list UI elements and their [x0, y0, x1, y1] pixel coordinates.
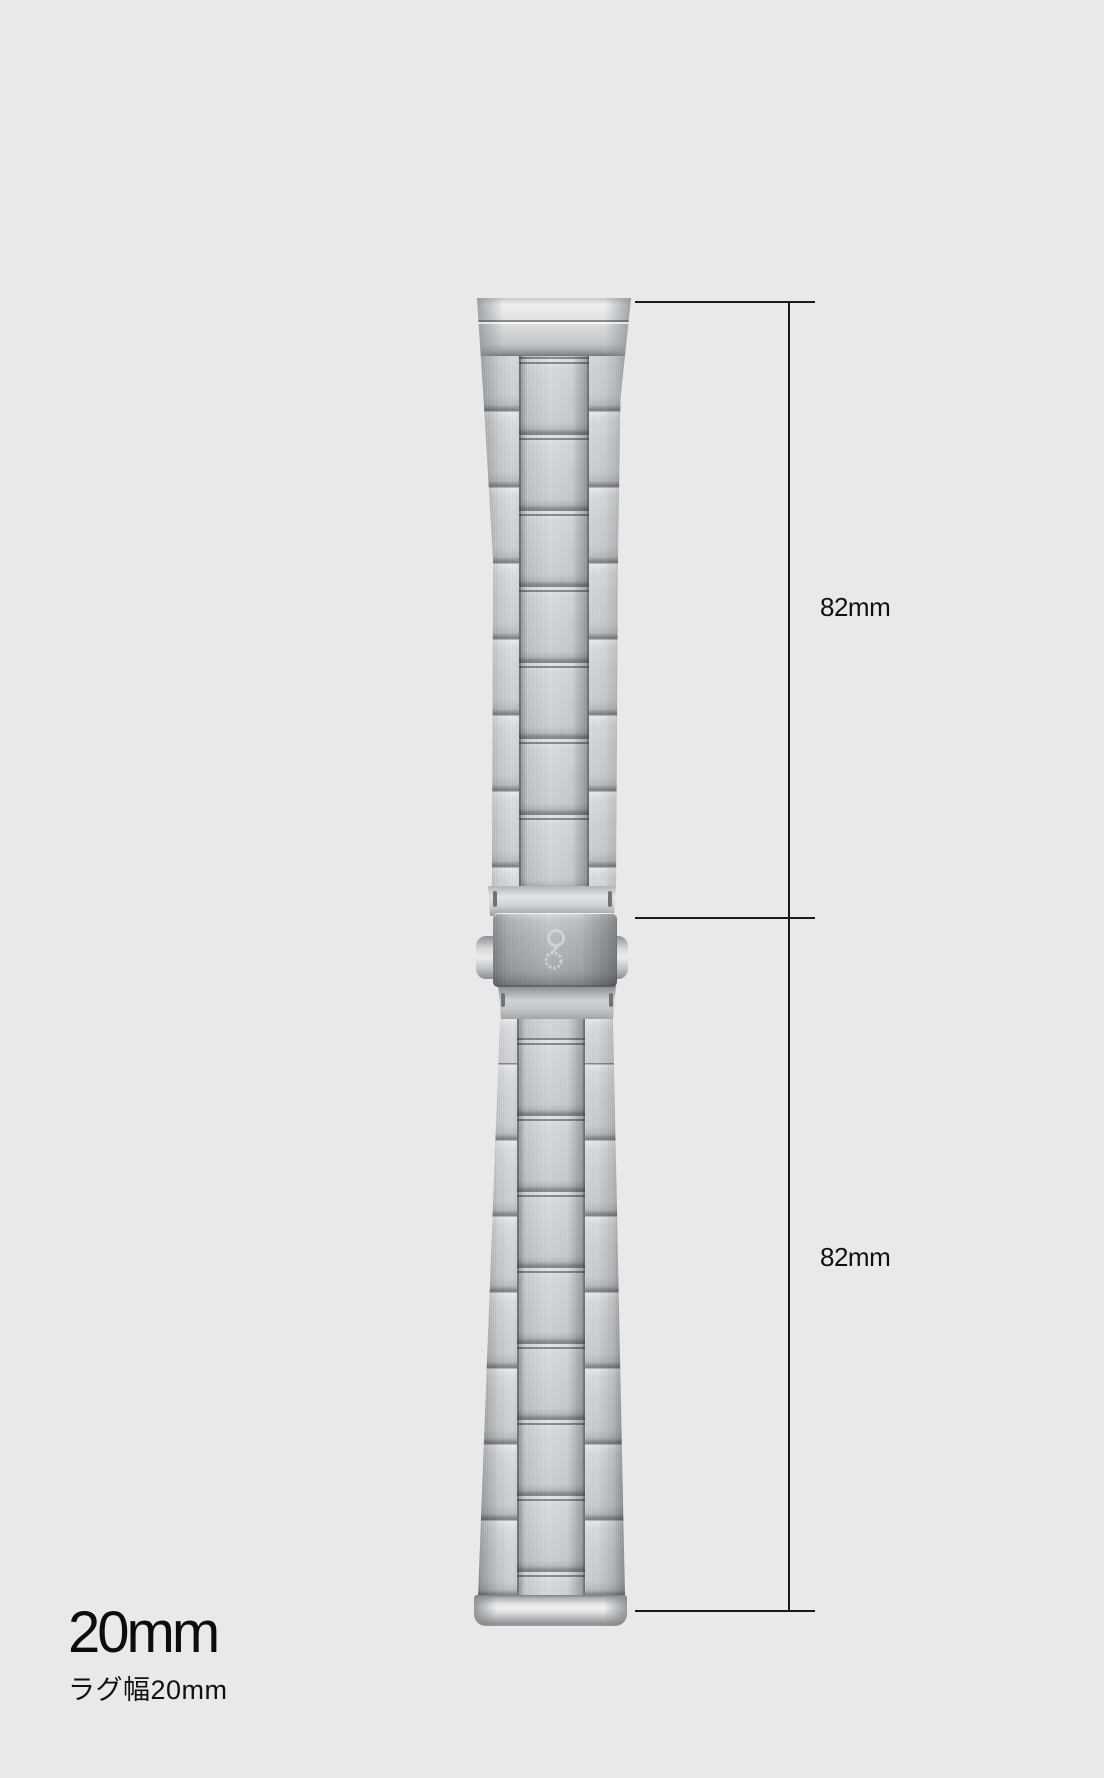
lower-center-links: [517, 1019, 585, 1597]
upper-length-label: 82mm: [820, 592, 891, 622]
upper-center-links: [518, 298, 589, 888]
clasp-slot: [608, 891, 612, 907]
clasp-pusher-left: [476, 936, 495, 979]
lower-right-links: [585, 1019, 625, 1597]
upper-right-links: [588, 298, 631, 888]
bracelet-end-link-bottom: [474, 1595, 627, 1626]
clasp-slot: [609, 993, 613, 1007]
clasp-slot: [501, 993, 505, 1007]
lower-left-links: [478, 1019, 517, 1597]
lug-width-caption-block: 20mm ラグ幅20mm: [68, 1604, 228, 1706]
clasp-cover-bottom: [498, 985, 616, 1019]
lug-width-value: 20mm: [68, 1600, 220, 1665]
lower-length-label: 82mm: [820, 1242, 891, 1272]
clasp-cover-top: [488, 886, 616, 916]
clasp-slot: [493, 891, 497, 907]
dimension-tick-top: [635, 301, 815, 303]
clasp-logo-icon: [544, 929, 566, 970]
bracelet-lower-strap: [478, 1019, 625, 1597]
clasp-plate: [493, 913, 617, 987]
bracelet-upper-strap: [477, 298, 631, 888]
bracelet-end-link-top: [477, 298, 631, 356]
dimension-tick-bottom: [635, 1610, 815, 1612]
dimension-tick-middle: [635, 917, 815, 919]
upper-left-links: [477, 298, 519, 888]
dimension-vertical-line: [788, 301, 790, 1612]
lug-width-description: ラグ幅20mm: [68, 1675, 228, 1705]
